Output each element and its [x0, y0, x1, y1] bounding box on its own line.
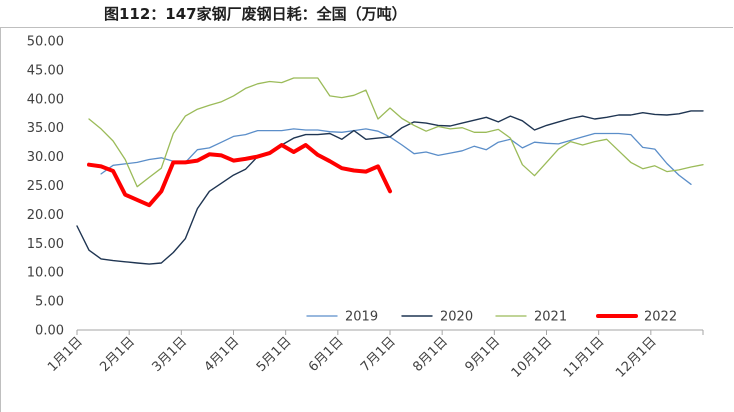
x-tick-label: 6月1日: [306, 334, 347, 375]
x-tick-label: 10月1日: [509, 334, 556, 381]
y-axis: 0.00 5.00 10.00 15.00 20.00 25.00 30.00 35.00 40…: [27, 35, 64, 339]
series-line-2019: [100, 128, 692, 185]
legend-label-2019: 2019: [345, 310, 378, 325]
legend-label-2021: 2021: [534, 310, 567, 325]
series-line-2021: [88, 77, 704, 188]
x-tick-label: 1月1日: [45, 334, 86, 375]
x-tick-label: 5月1日: [254, 334, 295, 375]
y-tick-label: 30.00: [27, 150, 64, 165]
y-tick-label: 50.00: [27, 35, 64, 50]
y-tick-label: 0.00: [35, 324, 64, 339]
series-line-2022: [87, 143, 392, 208]
x-tick-label: 9月1日: [462, 334, 503, 375]
y-tick-label: 45.00: [27, 63, 64, 78]
x-tick-label: 8月1日: [410, 334, 451, 375]
x-tick-label: 3月1日: [149, 334, 190, 375]
y-tick-label: 15.00: [27, 237, 64, 252]
series-layer: [76, 77, 704, 265]
legend: 2019 2020 2021 2022: [306, 310, 677, 325]
x-tick-label: 12月1日: [613, 334, 660, 381]
y-tick-label: 5.00: [35, 295, 64, 310]
x-tick-label: 7月1日: [358, 334, 399, 375]
x-tick-label: 2月1日: [97, 334, 138, 375]
y-tick-label: 20.00: [27, 208, 64, 223]
y-tick-label: 10.00: [27, 266, 64, 281]
chart-title: 图112：147家钢厂废钢日耗：全国（万吨）: [104, 5, 407, 23]
x-axis: 1月1日 2月1日 3月1日 4月1日 5月1日 6月1日 7月1日 8月1日 9月1日 10月1…: [45, 329, 704, 381]
y-tick-label: 25.00: [27, 179, 64, 194]
x-tick-label: 4月1日: [202, 334, 243, 375]
y-tick-label: 35.00: [27, 121, 64, 136]
legend-label-2020: 2020: [440, 310, 473, 325]
y-tick-label: 40.00: [27, 92, 64, 107]
chart-frame: [0, 27, 733, 412]
series-line-2020: [76, 110, 704, 265]
x-tick-label: 11月1日: [561, 334, 608, 381]
legend-label-2022: 2022: [644, 310, 677, 325]
